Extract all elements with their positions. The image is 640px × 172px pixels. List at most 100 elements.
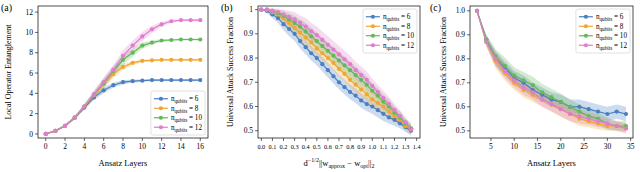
data-point bbox=[331, 47, 335, 51]
x-tick-label: 35 bbox=[627, 142, 635, 151]
data-point bbox=[73, 116, 77, 120]
data-point bbox=[365, 102, 369, 106]
y-tick-label: 4 bbox=[29, 89, 33, 98]
legend-label: nqubits = 10 bbox=[596, 32, 627, 41]
legend-label: nqubits = 8 bbox=[171, 105, 199, 114]
x-tick bbox=[283, 138, 284, 141]
legend-label-part: qubits bbox=[600, 45, 613, 51]
data-point bbox=[484, 40, 488, 44]
data-point bbox=[387, 115, 391, 119]
data-point bbox=[304, 29, 308, 33]
plot-data bbox=[259, 8, 413, 136]
legend-label-part: = 8 bbox=[399, 23, 411, 31]
series-line bbox=[261, 10, 411, 129]
x-tick bbox=[84, 138, 85, 141]
data-point bbox=[160, 22, 164, 26]
data-point bbox=[342, 63, 346, 67]
data-point bbox=[348, 68, 352, 72]
legend-key-marker bbox=[371, 24, 375, 28]
x-tick bbox=[305, 138, 306, 141]
data-point bbox=[179, 18, 183, 22]
data-point bbox=[359, 73, 363, 77]
data-point bbox=[354, 73, 358, 77]
data-point bbox=[337, 67, 341, 71]
panel: (c)Universal Attack Success FractionAnsa… bbox=[430, 2, 635, 168]
data-point bbox=[140, 44, 144, 48]
data-point bbox=[189, 58, 193, 62]
error-band bbox=[477, 11, 626, 131]
data-point bbox=[549, 102, 553, 106]
x-tick bbox=[490, 138, 491, 141]
legend-label-part: = 12 bbox=[399, 42, 414, 50]
x-tick-label: 20 bbox=[557, 142, 565, 151]
data-point bbox=[73, 116, 77, 120]
legend-key-marker bbox=[584, 15, 588, 19]
data-point bbox=[82, 104, 86, 108]
data-point bbox=[596, 110, 600, 114]
y-tick-label: 0.8 bbox=[244, 54, 254, 63]
data-point bbox=[354, 83, 358, 87]
x-tick-label: 1.1 bbox=[379, 143, 387, 150]
y-tick bbox=[467, 10, 470, 11]
data-point bbox=[304, 45, 308, 49]
legend-label: nqubits = 10 bbox=[171, 114, 202, 123]
y-tick-label: 12 bbox=[26, 8, 34, 17]
data-point bbox=[44, 132, 48, 136]
data-point bbox=[615, 124, 619, 128]
data-point bbox=[381, 112, 385, 116]
data-point bbox=[540, 90, 544, 94]
data-point bbox=[615, 110, 619, 114]
data-point bbox=[409, 127, 413, 131]
panel: (b)Universal Attack Success Fractiond−1/… bbox=[221, 2, 421, 169]
data-point bbox=[309, 40, 313, 44]
data-point bbox=[259, 8, 263, 12]
data-point bbox=[198, 18, 202, 22]
data-point bbox=[331, 54, 335, 58]
legend-label-part: = 6 bbox=[399, 13, 411, 21]
data-point bbox=[376, 108, 380, 112]
data-point bbox=[475, 9, 479, 13]
data-point bbox=[359, 78, 363, 82]
legend-label: nqubits = 6 bbox=[383, 13, 411, 22]
legend-label: nqubits = 12 bbox=[596, 42, 627, 51]
data-point bbox=[326, 68, 330, 72]
data-point bbox=[540, 98, 544, 102]
panel: (a)Local Operator EntanglementAnsatz Lay… bbox=[1, 2, 208, 168]
data-point bbox=[587, 117, 591, 121]
legend-label: nqubits = 12 bbox=[383, 42, 414, 51]
data-point bbox=[370, 104, 374, 108]
data-point bbox=[131, 44, 135, 48]
data-point bbox=[160, 58, 164, 62]
legend-label-part: qubits bbox=[600, 35, 613, 41]
y-tick-label: 0.6 bbox=[244, 102, 254, 111]
data-point bbox=[331, 61, 335, 65]
y-tick-label: 0.8 bbox=[456, 54, 466, 63]
x-tick-label: 15 bbox=[534, 142, 542, 151]
x-tick-label: 10 bbox=[510, 142, 518, 151]
x-axis-label: Ansatz Layers bbox=[527, 158, 576, 168]
legend-label-part: qubits bbox=[175, 98, 188, 104]
x-tick bbox=[142, 138, 143, 141]
data-point bbox=[102, 88, 106, 92]
x-axis-label-part: − w bbox=[345, 158, 361, 168]
data-point bbox=[92, 92, 96, 96]
data-point bbox=[359, 98, 363, 102]
y-tick bbox=[35, 93, 38, 94]
y-tick bbox=[35, 32, 38, 33]
y-tick bbox=[467, 130, 470, 131]
data-point bbox=[365, 78, 369, 82]
y-tick bbox=[35, 52, 38, 53]
series-line bbox=[46, 40, 201, 134]
x-tick bbox=[405, 138, 406, 141]
data-point bbox=[265, 8, 269, 12]
data-point bbox=[298, 24, 302, 28]
y-tick bbox=[467, 34, 470, 35]
data-point bbox=[320, 51, 324, 55]
y-tick-label: 0.5 bbox=[456, 126, 466, 135]
data-point bbox=[624, 126, 628, 130]
data-point bbox=[44, 132, 48, 136]
x-tick bbox=[45, 138, 46, 141]
plot-frame bbox=[470, 6, 633, 138]
legend-label-part: qubits bbox=[175, 127, 188, 133]
data-point bbox=[531, 90, 535, 94]
